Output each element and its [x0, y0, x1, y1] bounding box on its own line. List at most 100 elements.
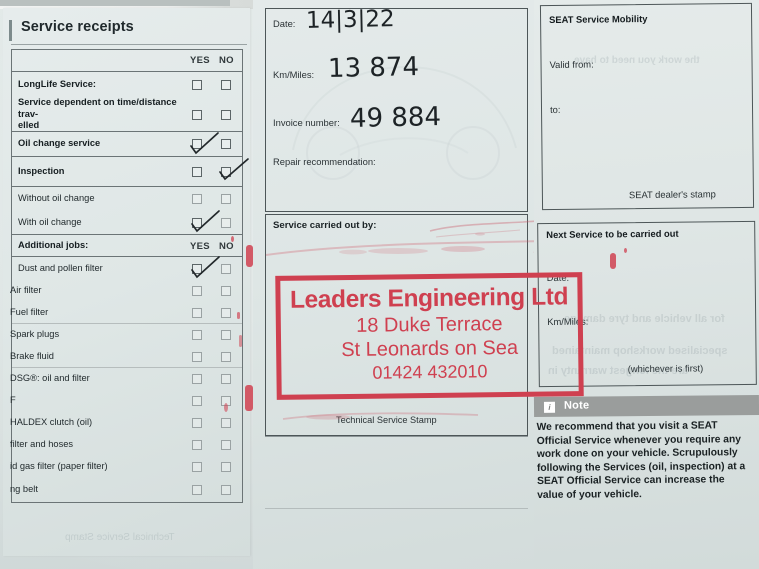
table-row: HALDEX clutch (oil) — [10, 412, 242, 434]
checkbox-no[interactable] — [221, 374, 231, 384]
row-label: With oil change — [18, 216, 82, 227]
checkbox-yes[interactable] — [192, 396, 202, 406]
checkbox-yes[interactable] — [192, 286, 202, 296]
stamp-phone-number: 01424 432010 — [372, 361, 488, 383]
info-icon: i — [543, 401, 556, 413]
column-header-no: NO — [219, 55, 234, 66]
table-row: DSG®: oil and filter — [10, 368, 242, 390]
row-label: Fuel filter — [10, 306, 49, 317]
ink-fragment — [624, 248, 627, 253]
row-label: id gas filter (paper filter) — [10, 461, 108, 472]
row-label: DSG®: oil and filter — [10, 373, 90, 384]
stamp-text-block: Leaders Engineering Ltd 18 Duke Terrace … — [280, 283, 578, 386]
table-row: F — [10, 390, 242, 412]
checkbox-yes[interactable] — [192, 374, 202, 384]
checkbox-no[interactable] — [221, 418, 231, 428]
checkbox-no[interactable] — [221, 194, 231, 204]
service-carried-out-label: Service carried out by: — [273, 220, 377, 231]
whichever-is-first-label: (whichever is first) — [627, 362, 704, 375]
row-label: Air filter — [10, 285, 42, 296]
invoice-number-label: Invoice number: — [273, 117, 340, 128]
table-row: Spark plugs — [10, 324, 242, 346]
ink-fragment — [224, 403, 228, 412]
table-row: Brake fluid — [10, 346, 242, 368]
date-label: Date: — [273, 18, 296, 29]
table-row: Service dependent on time/distance trav-… — [12, 97, 242, 132]
checkbox-no[interactable] — [221, 307, 231, 318]
checkbox-no[interactable] — [221, 80, 231, 90]
table-row: Oil change service — [12, 132, 242, 157]
stamp-company-name: Leaders Engineering Ltd — [289, 283, 569, 314]
ink-fragment — [231, 236, 234, 242]
checkbox-yes[interactable] — [192, 166, 202, 177]
checkbox-yes[interactable] — [192, 462, 202, 472]
to-label: to: — [549, 103, 561, 116]
row-label: Service dependent on time/distance trav-… — [18, 97, 177, 131]
checkbox-yes[interactable] — [192, 307, 202, 318]
checkbox-no[interactable] — [221, 286, 231, 296]
service-receipts-header: Service receipts — [9, 18, 247, 45]
checkbox-no[interactable] — [221, 485, 231, 495]
checkbox-no[interactable] — [221, 166, 231, 177]
panel-divider — [265, 436, 528, 437]
ink-fragment — [610, 253, 616, 269]
table-row: Inspection — [12, 157, 249, 187]
checkbox-yes[interactable] — [192, 485, 202, 495]
table-row: Dust and pollen filter — [12, 256, 242, 280]
row-label: ng belt — [10, 484, 38, 495]
valid-from-label: Valid from: — [549, 58, 594, 71]
page-title: Service receipts — [21, 19, 134, 35]
checkbox-yes[interactable] — [192, 351, 202, 362]
row-label: Brake fluid — [10, 350, 54, 361]
row-label: Dust and pollen filter — [18, 262, 103, 273]
checkbox-yes[interactable] — [192, 194, 202, 204]
additional-jobs-header-row: Additional jobs: YES NO — [12, 235, 242, 257]
checkbox-yes[interactable] — [192, 139, 202, 149]
checkbox-no[interactable] — [221, 217, 231, 228]
checkbox-yes[interactable] — [192, 418, 202, 428]
checkbox-no[interactable] — [221, 139, 231, 149]
column-header-no: NO — [219, 241, 234, 252]
table-header-row: YES NO — [12, 50, 242, 72]
checkbox-no[interactable] — [221, 440, 231, 450]
checkbox-yes[interactable] — [192, 80, 202, 90]
company-stamp[interactable]: Leaders Engineering Ltd 18 Duke Terrace … — [275, 272, 584, 400]
table-row: ng belt — [10, 478, 242, 502]
checkbox-yes[interactable] — [192, 330, 202, 340]
mobility-title: SEAT Service Mobility — [549, 12, 648, 26]
page-top-edge-shadow — [0, 0, 230, 6]
seat-service-mobility-box: SEAT Service Mobility Valid from: to: SE… — [539, 2, 755, 211]
checkbox-yes[interactable] — [192, 217, 202, 228]
table-row: LongLife Service: — [12, 72, 242, 98]
dealer-stamp-label: SEAT dealer's stamp — [628, 188, 716, 201]
service-checklist-table: YES NO LongLife Service: Service depende… — [10, 49, 249, 503]
checkbox-no[interactable] — [221, 330, 231, 340]
checkbox-no[interactable] — [221, 263, 231, 274]
table-row: Air filter — [10, 280, 242, 302]
checkbox-yes[interactable] — [192, 263, 202, 274]
row-label: Inspection — [18, 165, 65, 176]
checkbox-no[interactable] — [221, 462, 231, 472]
checkbox-no[interactable] — [221, 351, 231, 362]
checkbox-yes[interactable] — [192, 109, 202, 120]
panel-divider-lower — [265, 508, 528, 509]
table-row: id gas filter (paper filter) — [10, 456, 242, 478]
km-miles-value: 13 874 — [327, 52, 420, 84]
service-carried-out-box: Service carried out by: Technical Servic… — [265, 214, 528, 436]
checkbox-no[interactable] — [221, 109, 231, 120]
service-details-box: Date: 14|3|22 Km/Miles: 13 874 Invoice n… — [265, 6, 528, 212]
checkbox-yes[interactable] — [192, 440, 202, 450]
watermark-showthrough: Technical Service Stamp — [65, 532, 175, 543]
table-row: filter and hoses — [10, 434, 242, 456]
row-label: Without oil change — [18, 193, 95, 204]
technical-service-stamp-label: Technical Service Stamp — [336, 415, 437, 425]
row-label: Spark plugs — [10, 329, 60, 340]
ink-fragment — [239, 335, 242, 347]
invoice-number-value: 49 884 — [349, 102, 442, 134]
table-row: With oil change — [12, 210, 242, 235]
row-label: LongLife Service: — [18, 79, 97, 90]
seat-mobility-panel: SEAT Service Mobility Valid from: to: SE… — [534, 0, 759, 569]
ink-fragment — [246, 245, 253, 267]
stamp-address-line-2: St Leonards on Sea — [341, 336, 519, 362]
